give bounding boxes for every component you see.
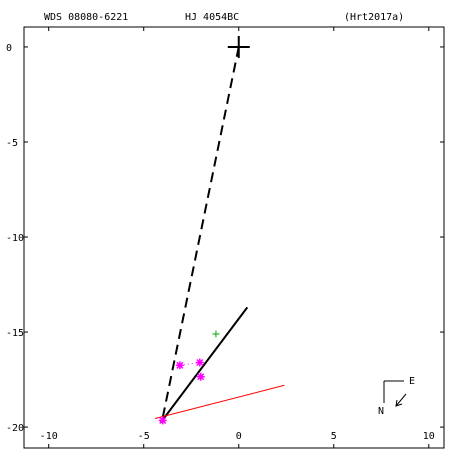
x-tick-label: 0 (236, 431, 242, 442)
pair-name: HJ 4054BC (185, 12, 239, 23)
observation-point (196, 372, 205, 381)
x-tick-label: -10 (40, 431, 58, 442)
observation-point (158, 416, 167, 425)
orbit-reference: (Hrt2017a) (344, 12, 404, 23)
orbit-line (160, 306, 249, 423)
observation-point (175, 361, 184, 370)
compass: E N (378, 376, 415, 417)
x-tick-label: 10 (423, 431, 435, 442)
plus-point (212, 330, 220, 338)
x-tick-label: 5 (331, 431, 337, 442)
y-tick-label: -10 (6, 233, 24, 244)
primary-star-cross (227, 35, 250, 58)
y-tick-label: -20 (6, 423, 24, 434)
compass-north-label: N (378, 406, 384, 417)
y-tick-label: -5 (6, 138, 18, 149)
compass-east-label: E (409, 376, 415, 387)
nodes-line (155, 384, 285, 420)
data-marks (155, 35, 285, 425)
motion-arrow-icon (395, 393, 407, 407)
y-tick-label: 0 (6, 43, 12, 54)
x-tick-label: -5 (138, 431, 150, 442)
axis-ticks: -10 -5 0 5 10 0 -5 -10 -15 -20 (6, 27, 444, 448)
observation-point (195, 358, 204, 367)
wds-id: WDS 08080-6221 (44, 12, 128, 23)
y-tick-label: -15 (6, 328, 24, 339)
